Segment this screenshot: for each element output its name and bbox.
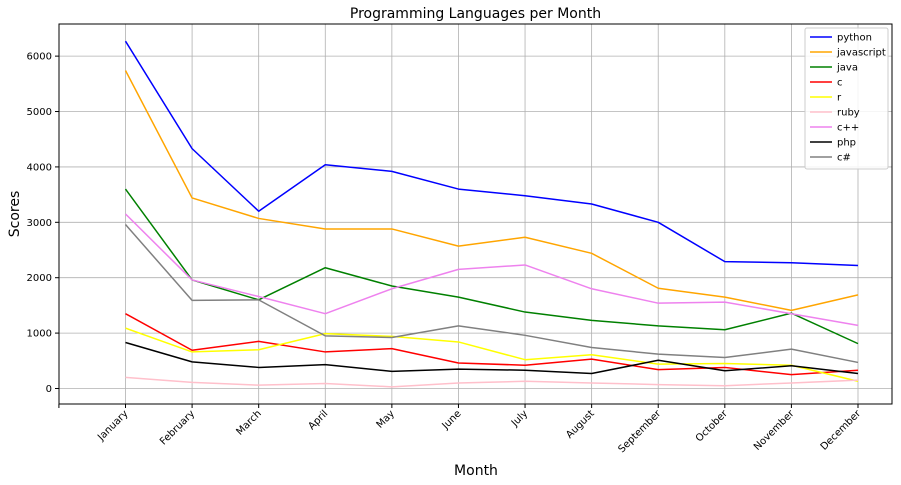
x-tick-label: August (564, 408, 597, 441)
plot-area (59, 24, 892, 404)
series-line-r (125, 327, 859, 383)
y-tick-label: 1000 (27, 329, 52, 340)
x-tick-label: June (440, 408, 464, 432)
series-line-ruby (125, 376, 859, 388)
legend-label: c++ (837, 123, 859, 134)
x-tick-label: July (509, 408, 530, 429)
y-tick-label: 6000 (27, 52, 52, 63)
x-tick-label: February (158, 408, 197, 447)
series-line-javascript (124, 70, 859, 312)
series-line-c++ (124, 213, 859, 327)
series-layer (124, 40, 859, 388)
x-tick-label: November (752, 408, 797, 453)
series-line-java (124, 188, 859, 345)
legend-label: php (837, 138, 856, 149)
y-tick-label: 5000 (27, 107, 52, 118)
y-tick-label: 3000 (27, 218, 52, 229)
series-line-python (124, 40, 859, 267)
legend-label: c (837, 78, 843, 89)
legend-label: c# (837, 153, 851, 164)
y-tick-label: 0 (46, 384, 52, 395)
y-tick-label: 2000 (27, 273, 52, 284)
legend-label: java (836, 63, 858, 74)
series-line-c# (124, 224, 859, 364)
legend-box (804, 27, 889, 170)
x-tick-label: January (95, 408, 130, 443)
legend-label: ruby (837, 108, 860, 119)
x-tick-label: December (819, 408, 864, 453)
x-tick-label: March (234, 408, 263, 437)
legend: python javascript java cr ruby c++ php c# (804, 27, 889, 170)
series-line-c (125, 313, 859, 376)
legend-label: javascript (836, 48, 886, 59)
x-tick-label: September (616, 408, 663, 455)
x-axis-title: Month (454, 463, 498, 479)
plot-frame (58, 23, 893, 405)
series-line-php (125, 341, 859, 375)
x-tick-label: October (694, 408, 731, 445)
legend-label: python (837, 33, 872, 44)
legend-label: r (837, 93, 842, 104)
x-tick-label: May (375, 408, 397, 430)
y-axis-title: Scores (7, 191, 23, 238)
chart-title: Programming Languages per Month (350, 6, 601, 22)
x-tick-label: April (306, 408, 330, 432)
y-tick-label: 4000 (27, 162, 52, 173)
